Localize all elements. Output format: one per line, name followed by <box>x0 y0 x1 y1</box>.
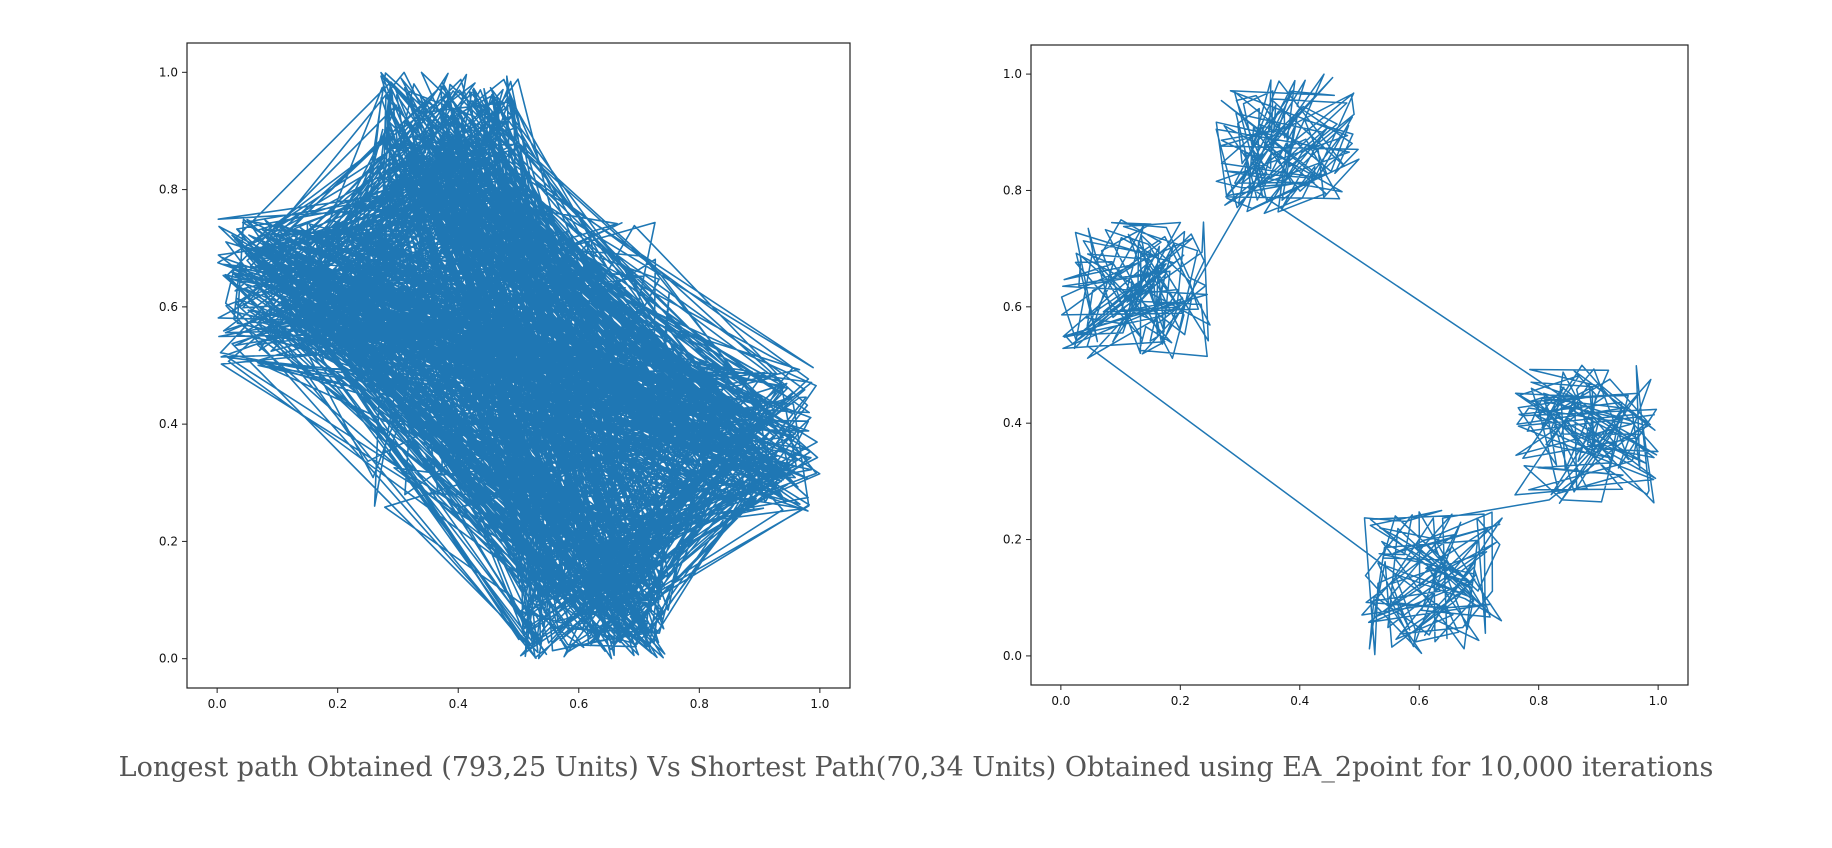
y-tick-label: 0.2 <box>1003 533 1022 547</box>
x-tick-label: 1.0 <box>1649 694 1668 708</box>
x-tick-label: 0.4 <box>449 697 468 711</box>
x-tick-label: 0.0 <box>1051 694 1070 708</box>
x-tick-label: 0.4 <box>1290 694 1309 708</box>
axes-frame <box>186 42 851 689</box>
y-tick-label: 0.6 <box>1003 300 1022 314</box>
y-tick-label: 0.0 <box>159 652 178 666</box>
x-tick-label: 1.0 <box>810 697 829 711</box>
x-tick-label: 0.6 <box>569 697 588 711</box>
x-tick-label: 0.8 <box>1529 694 1548 708</box>
y-tick-label: 0.4 <box>159 417 178 431</box>
y-tick-label: 0.4 <box>1003 416 1022 430</box>
path-series-line <box>1060 73 1659 656</box>
x-tick-label: 0.8 <box>690 697 709 711</box>
y-tick-label: 0.8 <box>159 183 178 197</box>
longest-path-plot: 0.0 0.2 0.4 0.6 0.8 1.0 0.0 0.2 0.4 0.6 0.8 1.0 <box>159 42 851 711</box>
x-tick-label: 0.0 <box>208 697 227 711</box>
y-tick-label: 1.0 <box>1003 67 1022 81</box>
x-tick-label: 0.6 <box>1410 694 1429 708</box>
x-tick-label: 0.2 <box>328 697 347 711</box>
y-tick-label: 0.0 <box>1003 649 1022 663</box>
y-tick-label: 0.8 <box>1003 183 1022 197</box>
y-tick-label: 1.0 <box>159 65 178 79</box>
shortest-path-plot: 0.0 0.2 0.4 0.6 0.8 1.0 0.0 0.2 0.4 0.6 0.8 1.0 <box>1003 44 1689 708</box>
x-tick-label: 0.2 <box>1171 694 1190 708</box>
y-tick-label: 0.6 <box>159 300 178 314</box>
axes-frame <box>1030 44 1689 686</box>
figure-caption: Longest path Obtained (793,25 Units) Vs … <box>118 752 1714 783</box>
path-series-line <box>217 71 821 660</box>
y-tick-label: 0.2 <box>159 534 178 548</box>
